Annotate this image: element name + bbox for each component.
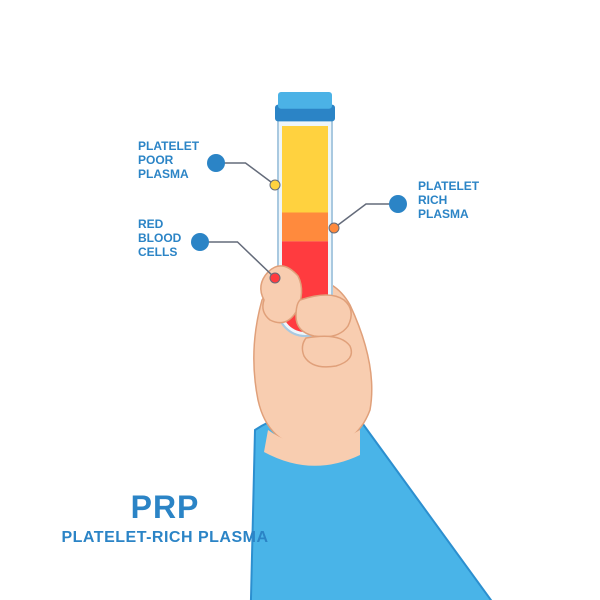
node-prp bbox=[389, 195, 407, 213]
label-platelet-poor-plasma: PLATELET POOR PLASMA bbox=[138, 140, 199, 181]
leader-rbc bbox=[200, 242, 275, 278]
dot-ppp bbox=[270, 180, 280, 190]
tube-layer-platelet-poor-plasma bbox=[282, 126, 328, 213]
leader-ppp bbox=[216, 163, 275, 185]
dot-rbc bbox=[270, 273, 280, 283]
tube-layer-platelet-rich-plasma bbox=[282, 213, 328, 242]
diagram-stage: PRP PLATELET-RICH PLASMA PLATELET POOR P… bbox=[0, 0, 600, 600]
label-platelet-rich-plasma: PLATELET RICH PLASMA bbox=[418, 180, 479, 221]
title-block: PRP PLATELET-RICH PLASMA bbox=[0, 490, 330, 547]
node-rbc bbox=[191, 233, 209, 251]
title-main: PRP bbox=[0, 490, 330, 525]
leader-prp bbox=[334, 204, 398, 228]
title-sub: PLATELET-RICH PLASMA bbox=[0, 529, 330, 547]
node-ppp bbox=[207, 154, 225, 172]
tube-cap-top bbox=[278, 92, 332, 109]
finger-index bbox=[296, 295, 351, 337]
dot-prp bbox=[329, 223, 339, 233]
finger-middle bbox=[302, 336, 351, 367]
label-red-blood-cells: RED BLOOD CELLS bbox=[138, 218, 181, 259]
